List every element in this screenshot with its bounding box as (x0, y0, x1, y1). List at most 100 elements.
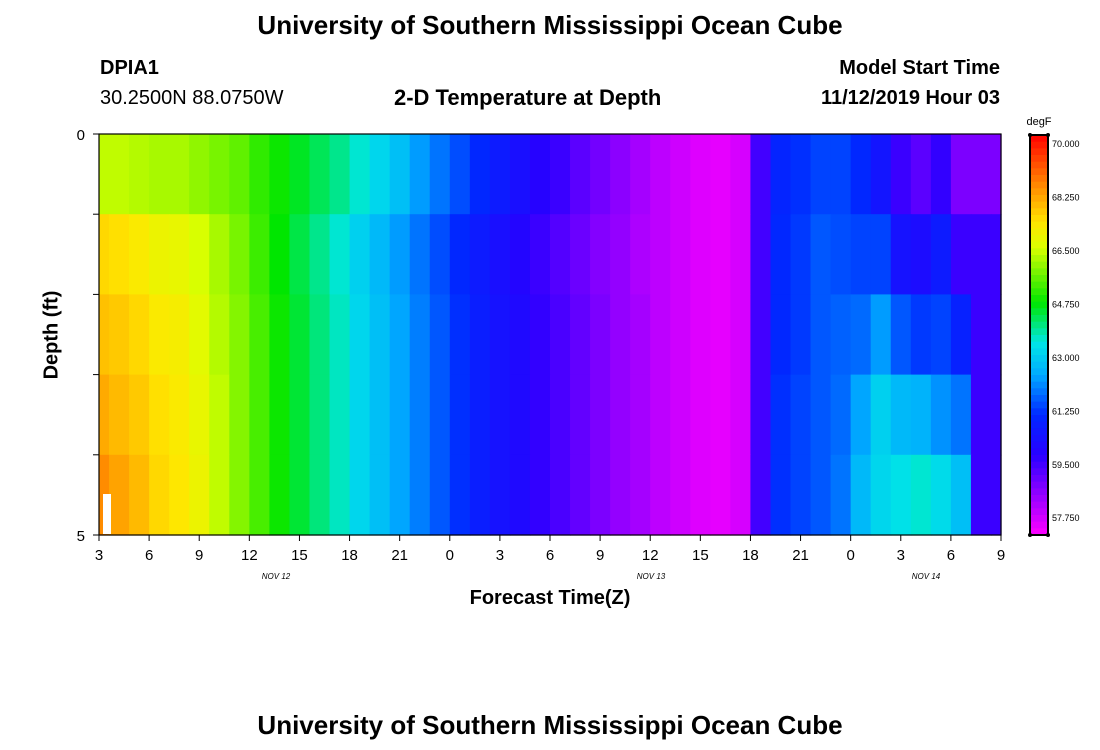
x-tick-label: 12 (241, 547, 258, 564)
heatmap-cell (710, 214, 731, 295)
heatmap-cell (369, 374, 391, 456)
heatmap-cell (509, 134, 531, 215)
heatmap-cell (710, 294, 731, 376)
heatmap-cell (630, 134, 651, 215)
heatmap-cell (409, 374, 431, 456)
heatmap-cell (750, 214, 772, 295)
heatmap-cell (690, 214, 711, 295)
heatmap-cell (590, 134, 611, 215)
heatmap-cell (670, 294, 691, 376)
heatmap-cell (910, 454, 932, 536)
colorbar-end-marker (1046, 533, 1050, 537)
x-date-label: NOV 12 (262, 572, 291, 581)
heatmap-cell (209, 214, 230, 295)
heatmap-cell (489, 214, 511, 295)
heatmap-cell (750, 454, 772, 536)
x-tick-label: 3 (897, 547, 905, 564)
colorbar-band (1030, 275, 1048, 283)
heatmap-cell (449, 294, 471, 376)
colorbar-label: 61.250 (1052, 406, 1080, 416)
heatmap-cell (570, 214, 591, 295)
heatmap-cell (189, 374, 210, 456)
heatmap-cell (850, 454, 872, 536)
heatmap-cell (950, 454, 972, 536)
heatmap-cell (489, 374, 511, 456)
heatmap-cell (289, 214, 311, 295)
colorbar-band (1030, 148, 1048, 156)
heatmap-cell (950, 294, 972, 376)
colorbar-band (1030, 141, 1048, 149)
heatmap-cell (830, 134, 852, 215)
heatmap-cell (129, 454, 150, 536)
heatmap-cell (830, 294, 852, 376)
heatmap-cell (469, 454, 491, 536)
heatmap-cell (910, 214, 932, 295)
heatmap-cell (870, 454, 892, 536)
heatmap-cell (449, 214, 471, 295)
heatmap-cell (109, 294, 130, 376)
colorbar-band (1030, 461, 1048, 469)
heatmap-cell (529, 374, 551, 456)
colorbar-band (1030, 221, 1048, 229)
heatmap-cell (730, 454, 752, 536)
heatmap-cell (409, 214, 431, 295)
heatmap-cell (389, 454, 411, 536)
heatmap-cell (970, 134, 992, 215)
colorbar-band (1030, 308, 1048, 316)
heatmap-cell (830, 374, 852, 456)
heatmap-cell (289, 294, 311, 376)
colorbar-band (1030, 295, 1048, 303)
heatmap-cell (970, 214, 992, 295)
colorbar-label: 68.250 (1052, 193, 1080, 203)
heatmap-cell (309, 294, 331, 376)
heatmap-cell (670, 374, 691, 456)
heatmap-cell (169, 374, 190, 456)
heatmap-cell (509, 374, 531, 456)
colorbar-band (1030, 475, 1048, 483)
heatmap-cell (189, 294, 210, 376)
heatmap-cell (630, 374, 651, 456)
colorbar: degF 70.000 68.250 66.500 64.750 63.000 61.250… (1026, 116, 1080, 537)
heatmap-cell (810, 374, 832, 456)
heatmap-cell (690, 294, 711, 376)
model-start-time: 11/12/2019 Hour 03 (820, 87, 1000, 109)
heatmap-cell (509, 294, 531, 376)
heatmap-cell (209, 374, 230, 456)
heatmap-cell (850, 294, 872, 376)
heatmap-cell (550, 454, 571, 536)
heatmap-cell (870, 374, 892, 456)
heatmap-cell (289, 454, 311, 536)
heatmap-cell (930, 454, 952, 536)
heatmap-cell (790, 454, 812, 536)
heatmap-cell (870, 134, 892, 215)
colorbar-band (1030, 248, 1048, 256)
x-tick-label: 18 (341, 547, 358, 564)
heatmap-cell (670, 454, 691, 536)
heatmap-cell (329, 454, 351, 536)
heatmap-cell (469, 134, 491, 215)
heatmap-cell (630, 294, 651, 376)
heatmap-cell (710, 374, 731, 456)
heatmap-cell (229, 374, 250, 456)
colorbar-band (1030, 368, 1048, 376)
heatmap-cell (529, 214, 551, 295)
colorbar-band (1030, 341, 1048, 349)
heatmap-cell (650, 454, 671, 536)
heatmap-cell (550, 294, 571, 376)
colorbar-band (1030, 441, 1048, 449)
heatmap-cell (610, 454, 631, 536)
colorbar-label: 57.750 (1052, 513, 1080, 523)
heatmap-cell (570, 294, 591, 376)
heatmap-cell (369, 294, 391, 376)
colorbar-band (1030, 268, 1048, 276)
y-axis: 05 (77, 127, 99, 545)
colorbar-band (1030, 528, 1048, 536)
colorbar-band (1030, 235, 1048, 243)
heatmap-cell (249, 294, 270, 376)
heatmap-cell (99, 374, 110, 456)
colorbar-band (1030, 201, 1048, 209)
heatmap-cell (129, 134, 150, 215)
colorbar-band (1030, 388, 1048, 396)
heatmap-cell (309, 214, 331, 295)
colorbar-band (1030, 161, 1048, 169)
